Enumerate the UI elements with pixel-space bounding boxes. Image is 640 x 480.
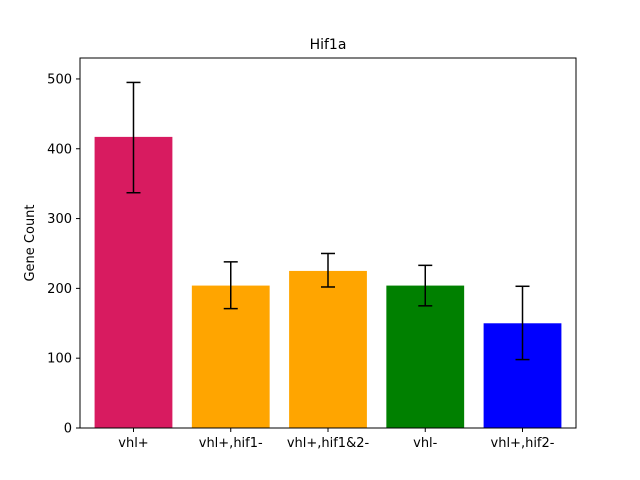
y-axis: 0 100 200 300 400 500 <box>47 72 80 437</box>
plot-area <box>94 81 562 429</box>
chart-title: Hif1a <box>310 37 347 53</box>
x-axis: vhl+ vhl+,hif1- vhl+,hif1&2- vhl-vhl+,hif2- <box>118 428 555 451</box>
y-tick-label-300: 300 <box>47 212 72 227</box>
y-tick-label-0: 0 <box>64 422 72 437</box>
x-tick-label-0: vhl+ <box>118 436 148 451</box>
x-tick-label-2: vhl+,hif1&2- <box>287 436 370 451</box>
y-tick-label-200: 200 <box>47 282 72 297</box>
y-tick-label-400: 400 <box>47 142 72 157</box>
y-tick-label-100: 100 <box>47 352 72 367</box>
bar-3 <box>386 285 465 428</box>
x-tick-label-3: vhl- <box>413 436 438 451</box>
y-axis-label: Gene Count <box>23 204 38 281</box>
x-tick-label-1: vhl+,hif1- <box>199 436 263 451</box>
y-tick-label-500: 500 <box>47 72 72 87</box>
bar-2 <box>289 270 367 428</box>
x-tick-label-4: vhl+,hif2- <box>491 436 555 451</box>
